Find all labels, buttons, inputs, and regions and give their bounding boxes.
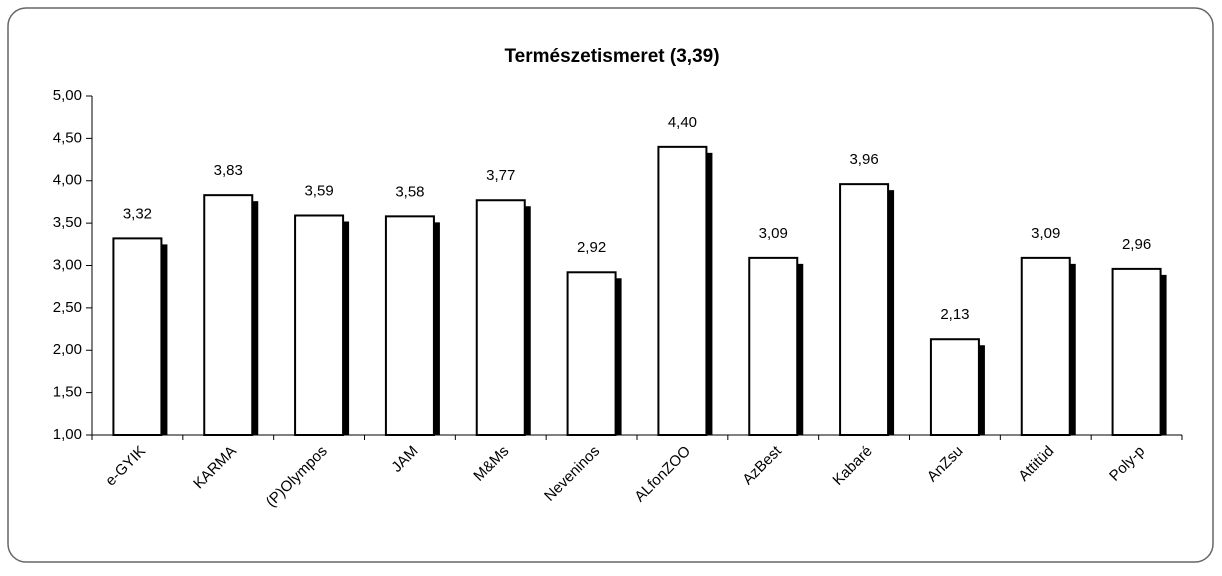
value-label: 2,92: [577, 239, 606, 256]
bar: [203, 194, 254, 436]
value-label: 2,96: [1122, 236, 1151, 253]
y-tick-label: 1,50: [53, 384, 82, 401]
y-tick-label: 4,50: [53, 129, 82, 146]
bar: [929, 338, 980, 437]
y-tick-label: 2,50: [53, 299, 82, 316]
value-label: 3,09: [1031, 225, 1060, 242]
value-label: 3,96: [849, 151, 878, 168]
bar: [748, 256, 799, 436]
y-tick-label: 1,00: [53, 426, 82, 443]
value-label: 3,58: [395, 183, 424, 200]
value-label: 3,32: [123, 205, 152, 222]
value-label: 3,83: [214, 162, 243, 179]
y-tick-label: 4,00: [53, 172, 82, 189]
bar: [112, 237, 163, 436]
bar: [294, 214, 345, 436]
bar: [1111, 267, 1162, 437]
bar: [1020, 256, 1071, 436]
value-label: 4,40: [668, 114, 697, 131]
y-tick-label: 5,00: [53, 87, 82, 104]
bar: [657, 145, 708, 436]
bar: [839, 183, 890, 436]
value-label: 2,13: [940, 306, 969, 323]
y-tick-label: 3,50: [53, 214, 82, 231]
chart-title: Természetismeret (3,39): [504, 46, 719, 67]
bar: [384, 215, 435, 436]
value-label: 3,77: [486, 167, 515, 184]
bar: [566, 271, 617, 436]
value-label: 3,09: [759, 225, 788, 242]
value-label: 3,59: [304, 182, 333, 199]
bar: [475, 199, 526, 436]
y-tick-label: 3,00: [53, 256, 82, 273]
y-tick-label: 2,00: [53, 341, 82, 358]
